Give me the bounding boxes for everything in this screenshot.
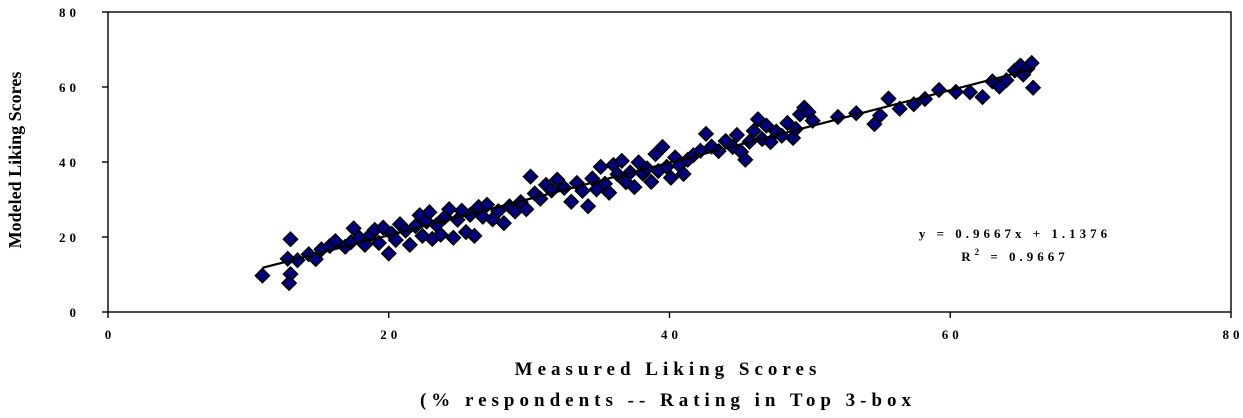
r-squared-value: = 0.9667 [983, 249, 1069, 264]
x-tick-label: 0 [105, 327, 116, 342]
y-tick-label: 60 [59, 80, 80, 95]
data-point [579, 198, 597, 215]
data-point [518, 201, 535, 218]
data-point [675, 165, 692, 183]
data-point [401, 236, 418, 254]
y-tick-label: 20 [59, 230, 80, 245]
y-axis-title: Modeled Liking Scores [5, 72, 25, 249]
x-axis-title: Measured Liking Scores [515, 359, 822, 380]
trendline-equation: y = 0.9667x + 1.1376 [919, 226, 1111, 241]
data-point [440, 201, 458, 218]
data-point [871, 107, 889, 124]
data-point [662, 169, 680, 186]
data-points [254, 54, 1042, 292]
data-point [613, 152, 630, 170]
data-point [421, 204, 438, 221]
y-tick-label: 0 [70, 305, 81, 320]
data-point [387, 231, 404, 249]
data-point [495, 214, 512, 232]
data-point [745, 122, 762, 140]
data-point [280, 274, 298, 292]
data-point [758, 117, 775, 134]
x-tick-label: 20 [380, 327, 401, 342]
data-point [728, 126, 746, 144]
data-point [697, 125, 715, 143]
data-point [282, 231, 299, 248]
y-tick-label: 80 [59, 5, 80, 20]
data-point [432, 226, 449, 243]
x-tick-label: 40 [661, 327, 682, 342]
data-point [563, 193, 580, 210]
x-tick-label: 80 [1223, 327, 1243, 342]
r-squared-prefix: R [961, 249, 974, 264]
data-point [254, 267, 271, 284]
data-point [643, 173, 660, 191]
data-point [1024, 79, 1042, 96]
data-point [601, 184, 618, 201]
r-squared-label: R2 = 0.9667 [961, 247, 1069, 264]
data-point [880, 90, 897, 107]
data-point [466, 227, 483, 245]
data-point [549, 171, 566, 188]
data-point [961, 84, 979, 101]
r-squared-exponent: 2 [975, 247, 984, 257]
axes: 0 20 40 60 80 0 20 40 60 80 [59, 5, 1243, 342]
x-tick-label: 60 [942, 327, 963, 342]
data-point [574, 182, 591, 200]
data-point [737, 151, 754, 168]
data-point [592, 158, 609, 176]
data-point [654, 138, 671, 156]
trendline [262, 67, 1035, 269]
data-point [848, 105, 865, 122]
data-point [380, 245, 397, 262]
y-tick-label: 40 [59, 155, 80, 170]
data-point [974, 88, 991, 106]
data-point [522, 168, 539, 185]
data-point [626, 178, 643, 196]
x-axis-subtitle: (% respondents -- Rating in Top 3-box [420, 390, 916, 411]
data-point [445, 229, 462, 246]
